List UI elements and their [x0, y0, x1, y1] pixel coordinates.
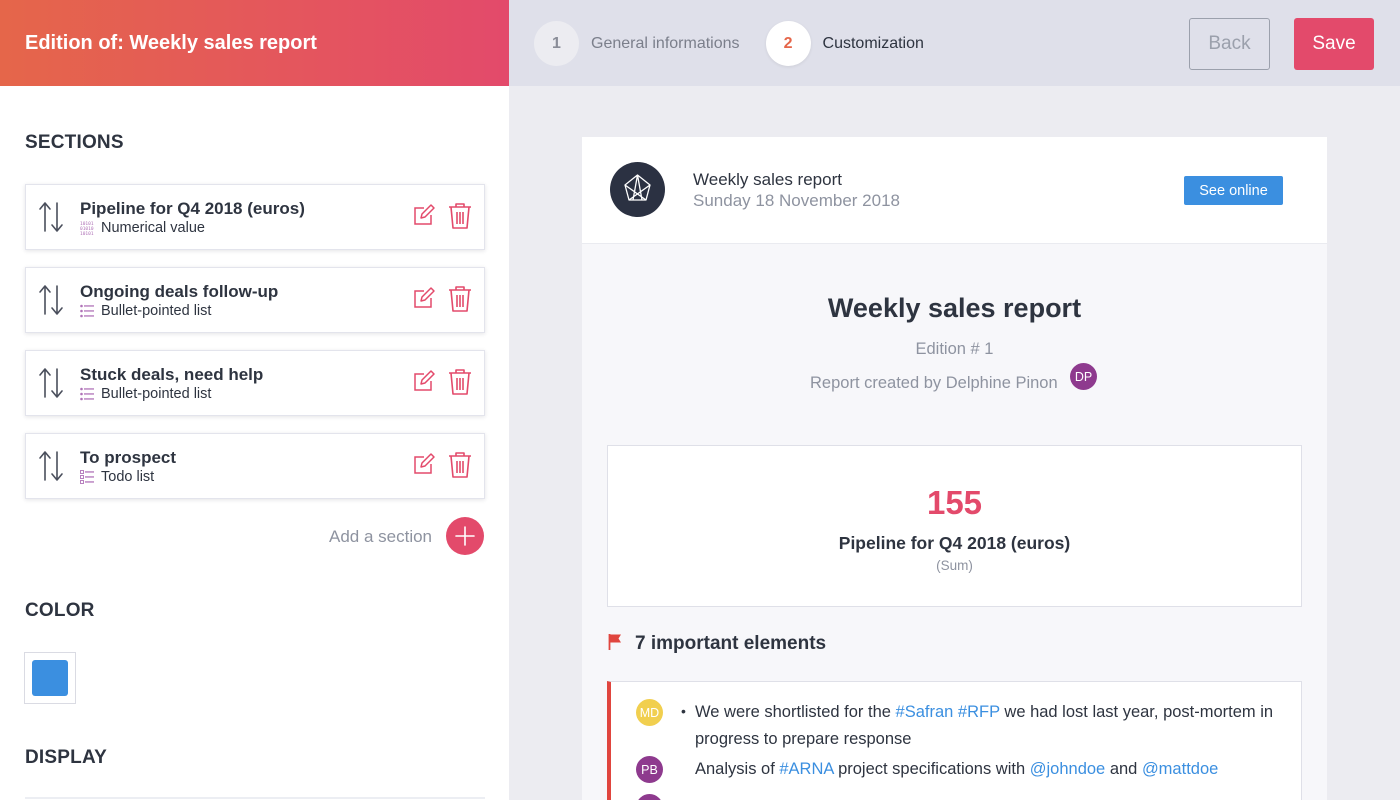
color-heading: COLOR — [25, 600, 95, 621]
item-text: We were shortlisted for the — [695, 703, 896, 721]
report-edition: Edition # 1 — [915, 340, 994, 358]
trash-icon[interactable] — [447, 368, 473, 395]
hashtag-link[interactable]: #Safran — [895, 703, 954, 721]
important-elements-title: 7 important elements — [635, 633, 827, 654]
section-card[interactable]: Pipeline for Q4 2018 (euros) 10101 01010… — [25, 184, 485, 250]
list-icon — [80, 387, 94, 401]
mention-link[interactable]: @mattdoe — [1141, 760, 1219, 778]
edit-icon[interactable] — [412, 286, 436, 310]
divider — [25, 797, 485, 799]
section-title: Stuck deals, need help — [80, 365, 264, 384]
display-heading: DISPLAY — [25, 747, 108, 768]
list-icon — [80, 304, 94, 318]
step-number: 1 — [534, 21, 579, 66]
report-preview: Weekly sales report Sunday 18 November 2… — [582, 137, 1327, 800]
section-type: Bullet-pointed list — [80, 303, 211, 319]
list-item: Analysis of #ARNA project specifications… — [695, 756, 1285, 783]
bullet: • — [681, 703, 686, 719]
save-button[interactable]: Save — [1294, 18, 1374, 70]
section-type: Bullet-pointed list — [80, 386, 211, 402]
avatar — [636, 794, 663, 800]
back-button[interactable]: Back — [1189, 18, 1270, 70]
plus-icon — [455, 526, 475, 546]
section-card[interactable]: To prospect Todo list — [25, 433, 485, 499]
see-online-button[interactable]: See online — [1184, 176, 1283, 205]
item-text: and — [1105, 760, 1142, 778]
color-picker[interactable] — [24, 652, 76, 704]
avatar: PB — [636, 756, 663, 783]
section-title: Pipeline for Q4 2018 (euros) — [80, 199, 305, 218]
color-swatch[interactable] — [32, 660, 68, 696]
settings-panel: SECTIONS Pipeline for Q4 2018 (euros) 10… — [0, 86, 509, 800]
trash-icon[interactable] — [447, 285, 473, 312]
add-section-button[interactable] — [446, 517, 484, 555]
metric-aggregation: (Sum) — [936, 558, 973, 573]
page-title: Edition of: Weekly sales report — [25, 31, 317, 54]
report-title: Weekly sales report — [827, 293, 1082, 323]
step-customization[interactable]: 2 Customization — [765, 21, 924, 66]
hashtag-link[interactable]: #RFP — [957, 703, 1000, 721]
section-card[interactable]: Ongoing deals follow-up Bullet-pointed l… — [25, 267, 485, 333]
svg-text:10101: 10101 — [80, 231, 94, 235]
section-type-label: Todo list — [101, 469, 155, 485]
drag-sort-icon[interactable] — [38, 282, 64, 318]
metric-label: Pipeline for Q4 2018 (euros) — [838, 533, 1071, 553]
svg-text:01010: 01010 — [80, 226, 94, 232]
binary-icon: 10101 01010 10101 — [80, 221, 94, 235]
section-type-label: Numerical value — [101, 220, 205, 236]
metric-value: 155 — [926, 484, 983, 521]
trash-icon[interactable] — [447, 451, 473, 478]
list-item: We were shortlisted for the #Safran #RFP… — [695, 699, 1285, 753]
section-type: Todo list — [80, 469, 154, 485]
trash-icon[interactable] — [447, 202, 473, 229]
drag-sort-icon[interactable] — [38, 199, 64, 235]
report-author: Report created by Delphine Pinon — [810, 374, 1058, 392]
top-bar: Edition of: Weekly sales report 1 Genera… — [0, 0, 1400, 86]
diamond-logo-icon — [624, 174, 651, 201]
step-number: 2 — [765, 21, 811, 66]
drag-sort-icon[interactable] — [38, 448, 64, 484]
edit-icon[interactable] — [412, 369, 436, 393]
preview-area: Weekly sales report Sunday 18 November 2… — [509, 86, 1400, 800]
item-text: project specifications with — [833, 760, 1030, 778]
sections-heading: SECTIONS — [25, 132, 124, 153]
avatar: MD — [636, 699, 663, 726]
svg-text:10101: 10101 — [80, 221, 94, 227]
section-type: 10101 01010 10101 Numerical value — [80, 220, 205, 236]
company-logo — [610, 162, 665, 217]
edition-header: Edition of: Weekly sales report — [0, 0, 509, 86]
mention-link[interactable]: @johndoe — [1029, 760, 1106, 778]
edit-icon[interactable] — [412, 452, 436, 476]
item-text: Analysis of — [695, 760, 780, 778]
report-preview-header: Weekly sales report Sunday 18 November 2… — [582, 137, 1327, 244]
add-section-label[interactable]: Add a section — [329, 527, 433, 546]
stepper: 1 General informations 2 Customization — [534, 21, 950, 66]
item-text: we had lost last year, post-mortem in pr… — [695, 703, 1274, 748]
section-title: To prospect — [80, 448, 177, 467]
step-label: Customization — [822, 34, 924, 52]
hashtag-link[interactable]: #ARNA — [779, 760, 834, 778]
metric-card: 155 Pipeline for Q4 2018 (euros) (Sum) — [607, 445, 1302, 607]
section-type-label: Bullet-pointed list — [101, 303, 212, 319]
step-label: General informations — [591, 34, 740, 52]
checklist-icon — [80, 470, 94, 484]
step-general-informations[interactable]: 1 General informations — [534, 21, 740, 66]
edit-icon[interactable] — [412, 203, 436, 227]
important-elements-list: MD • We were shortlisted for the #Safran… — [607, 681, 1302, 800]
drag-sort-icon[interactable] — [38, 365, 64, 401]
avatar: DP — [1070, 363, 1097, 390]
section-title: Ongoing deals follow-up — [80, 282, 279, 301]
section-card[interactable]: Stuck deals, need help Bullet-pointed li… — [25, 350, 485, 416]
flag-icon — [608, 634, 621, 650]
report-date: Sunday 18 November 2018 — [693, 191, 900, 210]
section-type-label: Bullet-pointed list — [101, 386, 212, 402]
report-name: Weekly sales report — [693, 170, 842, 189]
